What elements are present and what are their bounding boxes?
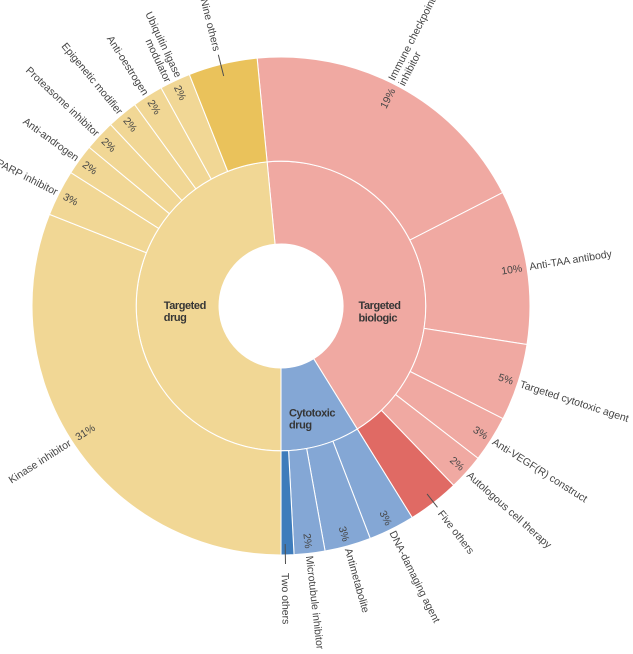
svg-text:5%: 5%: [497, 372, 515, 388]
svg-text:Anti-VEGF(R) construct: Anti-VEGF(R) construct: [490, 436, 590, 505]
svg-text:2%: 2%: [171, 84, 188, 103]
svg-text:Autologous cell therapy: Autologous cell therapy: [464, 470, 554, 552]
svg-text:Five others: Five others: [435, 508, 476, 556]
svg-text:Microtubule inhibitor: Microtubule inhibitor: [303, 555, 326, 650]
svg-text:Anti-TAA antibody: Anti-TAA antibody: [529, 248, 614, 273]
svg-text:Cytotoxic: Cytotoxic: [289, 407, 335, 419]
svg-text:biologic: biologic: [359, 313, 398, 325]
svg-text:Two others: Two others: [279, 573, 292, 625]
svg-text:drug: drug: [164, 312, 187, 324]
svg-text:PARP inhibitor: PARP inhibitor: [0, 157, 60, 198]
svg-text:DNA-damaging agent: DNA-damaging agent: [387, 529, 443, 625]
svg-text:10%: 10%: [500, 262, 523, 277]
svg-text:Targeted: Targeted: [164, 300, 206, 312]
svg-text:Targeted cytotoxic agent: Targeted cytotoxic agent: [518, 379, 630, 425]
svg-text:Anti-androgen: Anti-androgen: [20, 116, 81, 165]
svg-text:Targeted: Targeted: [359, 300, 401, 312]
svg-text:Antimetabolite: Antimetabolite: [342, 547, 371, 614]
svg-text:drug: drug: [289, 420, 312, 432]
svg-text:Nine others: Nine others: [198, 0, 223, 53]
svg-text:3%: 3%: [336, 525, 352, 543]
svg-text:2%: 2%: [300, 533, 314, 549]
svg-text:Kinase inhibitor: Kinase inhibitor: [7, 437, 74, 486]
